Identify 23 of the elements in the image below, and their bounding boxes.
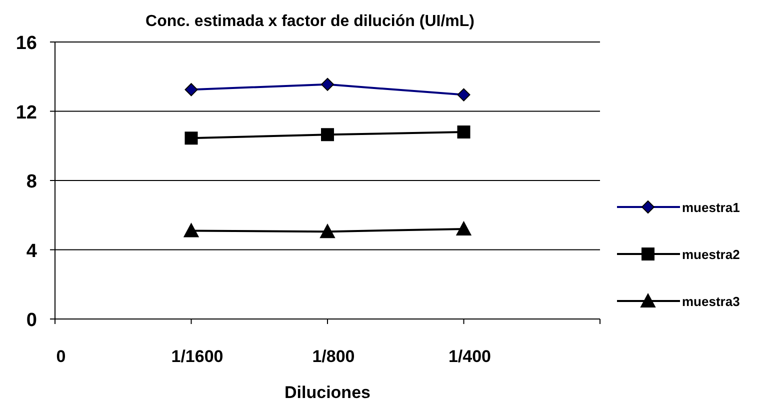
y-tick-label: 8 bbox=[26, 172, 37, 192]
x-tick-label: 1/1600 bbox=[171, 347, 224, 366]
chart-title: Conc. estimada x factor de dilución (UI/mL) bbox=[146, 13, 474, 30]
point bbox=[184, 223, 199, 238]
legend-label: muestra1 bbox=[682, 200, 740, 215]
y-tick-label: 16 bbox=[16, 33, 37, 54]
point bbox=[321, 128, 334, 142]
legend-label: muestra3 bbox=[682, 294, 740, 309]
point bbox=[457, 126, 470, 139]
x-axis-title: Diluciones bbox=[284, 383, 370, 402]
y-tick-label: 4 bbox=[26, 240, 38, 262]
point bbox=[320, 224, 335, 238]
point bbox=[184, 83, 198, 96]
point bbox=[456, 221, 472, 236]
y-tick-label: 12 bbox=[16, 102, 37, 124]
x-tick-label: 1/800 bbox=[312, 347, 355, 366]
point bbox=[457, 88, 470, 102]
point bbox=[321, 78, 334, 91]
x-tick-label: 1/400 bbox=[448, 347, 492, 366]
x-tick-label: 0 bbox=[56, 347, 66, 366]
legend-label: muestra2 bbox=[682, 247, 740, 262]
point bbox=[184, 132, 198, 145]
y-tick-label: 0 bbox=[26, 310, 37, 331]
